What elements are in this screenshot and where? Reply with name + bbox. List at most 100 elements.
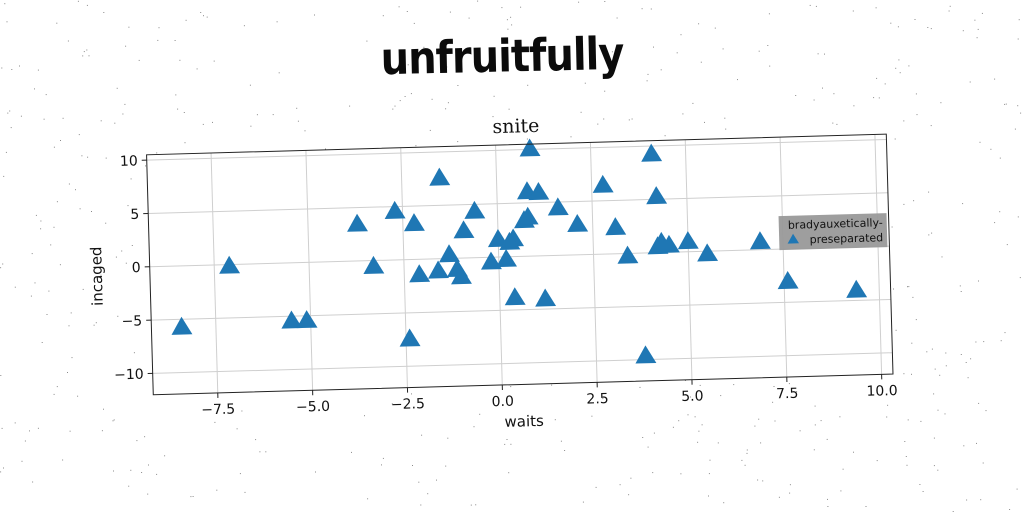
data-point xyxy=(517,206,539,225)
noise-speck xyxy=(603,118,605,120)
noise-speck xyxy=(839,416,841,418)
noise-speck xyxy=(105,157,107,159)
noise-speck xyxy=(939,374,941,376)
noise-speck xyxy=(733,384,735,386)
noise-speck xyxy=(704,121,705,123)
data-point xyxy=(399,328,421,347)
noise-speck xyxy=(81,155,83,157)
noise-speck xyxy=(887,404,889,406)
noise-speck xyxy=(527,84,529,86)
noise-speck xyxy=(200,12,202,13)
noise-speck xyxy=(754,425,756,427)
plot-area xyxy=(146,134,893,395)
x-tick-label: −5.0 xyxy=(296,399,330,416)
y-gridline xyxy=(149,245,890,268)
noise-speck xyxy=(842,468,844,470)
noise-speck xyxy=(978,280,979,282)
noise-speck xyxy=(895,67,897,69)
noise-speck xyxy=(11,69,13,70)
noise-speck xyxy=(0,267,2,269)
noise-speck xyxy=(931,232,933,234)
noise-speck xyxy=(296,107,298,109)
noise-speck xyxy=(366,40,368,42)
noise-speck xyxy=(30,295,32,297)
noise-speck xyxy=(933,465,935,467)
noise-speck xyxy=(678,420,680,422)
noise-speck xyxy=(83,51,85,53)
noise-speck xyxy=(95,322,97,324)
noise-speck xyxy=(445,108,447,110)
noise-speck xyxy=(394,105,396,107)
noise-speck xyxy=(875,7,877,9)
noise-speck xyxy=(960,291,962,292)
noise-speck xyxy=(975,341,977,343)
noise-speck xyxy=(963,445,965,447)
noise-speck xyxy=(179,59,181,61)
noise-speck xyxy=(853,451,854,453)
noise-speck xyxy=(50,244,52,246)
data-point xyxy=(519,138,541,157)
noise-speck xyxy=(185,19,187,21)
data-point xyxy=(296,310,318,329)
noise-speck xyxy=(769,65,771,67)
legend-box xyxy=(778,213,888,251)
noise-speck xyxy=(913,200,915,202)
noise-speck xyxy=(894,138,896,140)
x-tick-label: 10.0 xyxy=(866,383,898,400)
x-gridline xyxy=(684,139,693,380)
noise-speck xyxy=(760,442,762,444)
noise-speck xyxy=(795,95,797,96)
noise-speck xyxy=(774,420,776,422)
noise-speck xyxy=(410,93,412,95)
noise-speck xyxy=(737,79,738,81)
chart-title: snite xyxy=(492,115,540,138)
noise-speck xyxy=(407,64,409,66)
noise-speck xyxy=(7,112,9,114)
noise-speck xyxy=(682,113,684,115)
noise-speck xyxy=(382,15,384,17)
noise-speck xyxy=(630,477,632,479)
noise-speck xyxy=(646,80,648,82)
noise-speck xyxy=(411,393,412,395)
noise-speck xyxy=(75,189,76,191)
noise-speck xyxy=(116,87,118,89)
noise-speck xyxy=(239,473,241,475)
noise-speck xyxy=(905,456,907,457)
noise-speck xyxy=(86,49,88,51)
noise-speck xyxy=(506,62,508,64)
noise-speck xyxy=(982,462,984,464)
noise-speck xyxy=(814,405,816,407)
noise-speck xyxy=(1009,509,1011,510)
noise-speck xyxy=(809,4,811,6)
noise-speck xyxy=(103,12,105,13)
data-point xyxy=(646,186,668,205)
noise-speck xyxy=(48,290,50,292)
noise-speck xyxy=(32,481,34,483)
noise-speck xyxy=(914,19,916,20)
noise-speck xyxy=(758,50,760,52)
noise-speck xyxy=(907,286,908,288)
data-point xyxy=(499,231,521,250)
x-tick-label: −7.5 xyxy=(201,401,235,418)
data-point xyxy=(777,271,799,290)
noise-speck xyxy=(922,491,924,492)
noise-speck xyxy=(236,428,238,430)
noise-speck xyxy=(919,484,921,485)
noise-speck xyxy=(429,129,431,131)
noise-speck xyxy=(5,151,7,153)
noise-speck xyxy=(724,117,726,119)
x-gridline xyxy=(305,150,314,391)
noise-speck xyxy=(966,499,968,501)
noise-speck xyxy=(46,314,48,315)
noise-speck xyxy=(190,496,192,498)
noise-speck xyxy=(469,51,471,53)
noise-speck xyxy=(156,152,158,154)
noise-speck xyxy=(67,40,69,42)
noise-speck xyxy=(817,53,819,55)
noise-speck xyxy=(628,494,630,496)
noise-speck xyxy=(694,416,696,418)
x-gridline xyxy=(779,137,788,378)
y-gridline xyxy=(151,298,891,321)
noise-speck xyxy=(903,203,905,205)
noise-speck xyxy=(720,395,722,397)
